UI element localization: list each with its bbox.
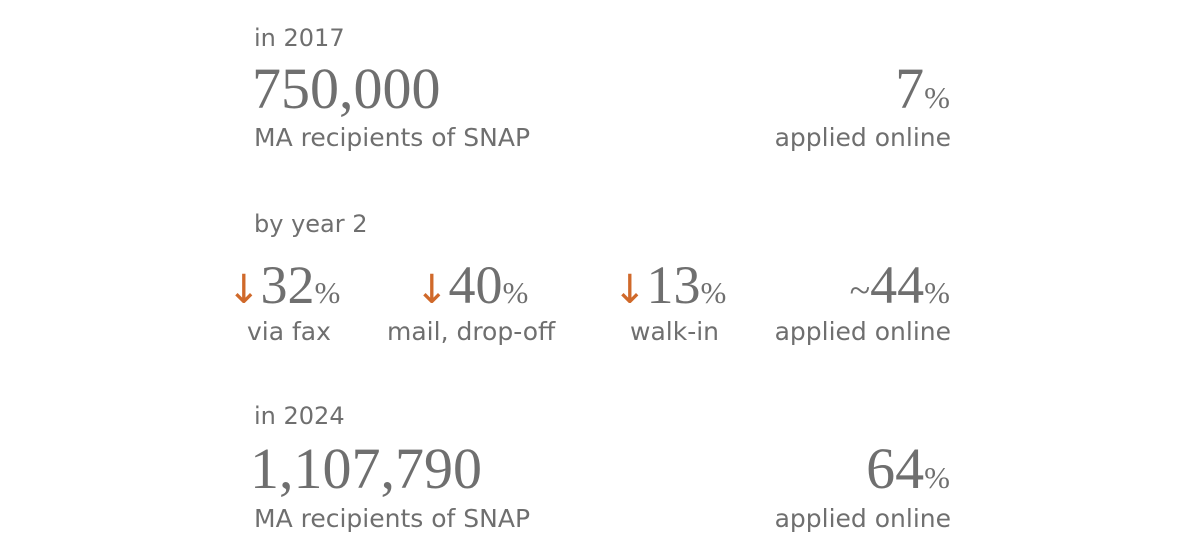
percent-sign: % bbox=[314, 275, 341, 310]
down-arrow-icon: ↓ bbox=[415, 267, 449, 313]
recipients-2017-label: MA recipients of SNAP bbox=[254, 123, 531, 152]
mail-stat: ↓40% bbox=[415, 258, 528, 312]
percent-sign: % bbox=[700, 275, 727, 310]
percent-sign: % bbox=[924, 460, 950, 495]
percent-sign: % bbox=[924, 275, 950, 310]
online-2017-value: 7 bbox=[895, 56, 925, 121]
online-year2-value: 44 bbox=[870, 255, 925, 315]
heading-year2: by year 2 bbox=[254, 210, 368, 238]
heading-2024: in 2024 bbox=[254, 402, 345, 430]
down-arrow-icon: ↓ bbox=[227, 267, 261, 313]
online-year2-label: applied online bbox=[774, 317, 951, 346]
fax-value: 32 bbox=[260, 255, 315, 315]
online-2024-value: 64 bbox=[866, 436, 925, 501]
approx-prefix: ~ bbox=[849, 270, 871, 312]
recipients-2024-label: MA recipients of SNAP bbox=[254, 504, 531, 533]
walkin-value: 13 bbox=[646, 255, 701, 315]
online-2017-stat: 7% bbox=[895, 60, 950, 118]
walkin-label: walk-in bbox=[630, 317, 720, 346]
walkin-stat: ↓13% bbox=[613, 258, 726, 312]
online-2024-label: applied online bbox=[774, 504, 951, 533]
recipients-2024-value: 1,107,790 bbox=[250, 436, 482, 501]
online-2024-stat: 64% bbox=[866, 440, 950, 498]
down-arrow-icon: ↓ bbox=[613, 267, 647, 313]
recipients-2017-value: 750,000 bbox=[252, 56, 441, 121]
heading-2017: in 2017 bbox=[254, 24, 345, 52]
mail-value: 40 bbox=[448, 255, 503, 315]
online-year2-stat: ~44% bbox=[850, 258, 950, 312]
percent-sign: % bbox=[924, 80, 950, 115]
fax-label: via fax bbox=[247, 317, 331, 346]
mail-label: mail, drop-off bbox=[387, 317, 556, 346]
fax-stat: ↓32% bbox=[227, 258, 340, 312]
percent-sign: % bbox=[502, 275, 529, 310]
online-2017-label: applied online bbox=[774, 123, 951, 152]
